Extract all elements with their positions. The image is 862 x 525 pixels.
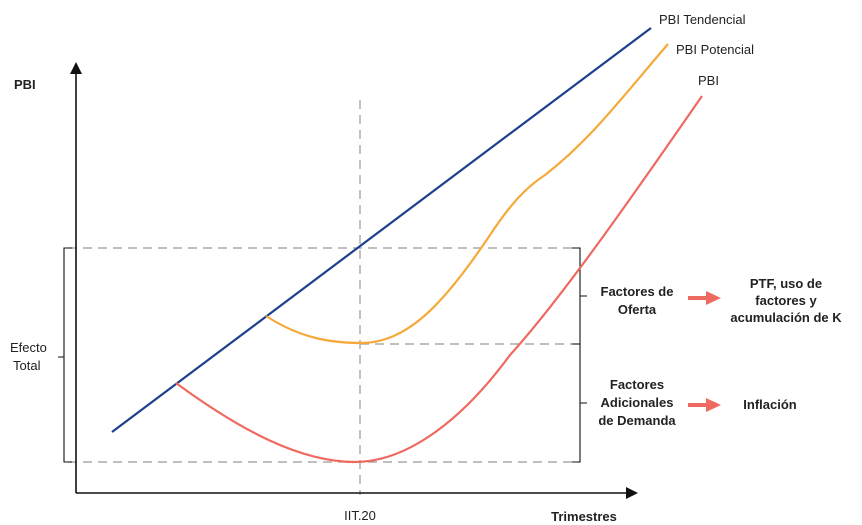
demanda-label-line1: Factores bbox=[610, 377, 664, 392]
demanda-bracket bbox=[572, 344, 587, 462]
demanda-label-line2: Adicionales bbox=[601, 395, 674, 410]
oferta-arrow bbox=[688, 291, 721, 305]
pbi-label: PBI bbox=[698, 73, 719, 88]
oferta-label-line2: Oferta bbox=[618, 302, 657, 317]
demanda-result: Inflación bbox=[743, 397, 797, 412]
demanda-arrow bbox=[688, 398, 721, 412]
y-axis-label: PBI bbox=[14, 77, 36, 92]
efecto-total-bracket bbox=[58, 248, 72, 462]
efecto-label: Efecto bbox=[10, 340, 47, 355]
oferta-label-line1: Factores de bbox=[601, 284, 674, 299]
pbi-tendencial-curve bbox=[112, 28, 651, 432]
demanda-label-line3: de Demanda bbox=[598, 413, 676, 428]
total-label: Total bbox=[13, 358, 41, 373]
oferta-result-line3: acumulación de K bbox=[730, 310, 842, 325]
x-tick-label: IIT.20 bbox=[344, 508, 376, 523]
oferta-result-line1: PTF, uso de bbox=[750, 276, 822, 291]
x-axis-label: Trimestres bbox=[551, 509, 617, 524]
oferta-result-line2: factores y bbox=[755, 293, 817, 308]
pbi-tendencial-label: PBI Tendencial bbox=[659, 12, 746, 27]
pbi-potencial-label: PBI Potencial bbox=[676, 42, 754, 57]
